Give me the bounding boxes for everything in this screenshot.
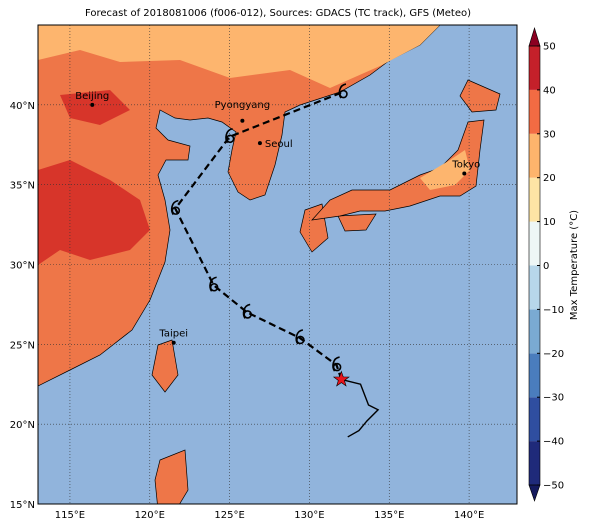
colorbar-tick-label: 20 (543, 173, 556, 184)
lon-tick-label: 140°E (454, 510, 484, 521)
colorbar-band (529, 441, 540, 485)
colorbar-extend-low (528, 484, 541, 502)
colorbar-tick-label: 30 (543, 129, 556, 140)
colorbar-tick-label: 10 (543, 217, 556, 228)
current-position (332, 370, 350, 387)
colorbar-band (529, 177, 540, 222)
colorbar-band (529, 221, 540, 266)
colorbar-extend-high (528, 26, 541, 47)
city-dot (171, 340, 176, 345)
lon-tick-label: 115°E (55, 510, 85, 521)
lat-tick-label: 40°N (10, 101, 35, 112)
colorbar-tick-label: −50 (543, 481, 564, 492)
city-label: Taipei (158, 329, 188, 340)
city-label: Pyongyang (215, 100, 270, 111)
colorbar-tick-label: 50 (543, 42, 556, 53)
storm-symbol (209, 276, 219, 292)
city-label: Seoul (265, 139, 293, 150)
lon-tick-label: 120°E (135, 510, 165, 521)
shikoku (337, 213, 377, 232)
city-label: Beijing (75, 91, 109, 102)
colorbar-tick-label: −20 (543, 349, 564, 360)
storm-symbol (295, 329, 305, 345)
mainland (38, 25, 441, 387)
colorbar-tick-label: −10 (543, 305, 564, 316)
hokkaido (459, 79, 501, 113)
lat-tick-label: 25°N (10, 340, 35, 351)
colorbar-band (529, 353, 540, 398)
colorbar-tick-label: 0 (543, 261, 549, 272)
lat-tick-label: 30°N (10, 261, 35, 272)
map-title: Forecast of 2018081006 (f006-012), Sourc… (85, 8, 471, 19)
colorbar-tick-label: −40 (543, 437, 564, 448)
colorbar-band (529, 133, 540, 178)
city-dot (257, 141, 262, 146)
storm-symbol (338, 83, 348, 99)
hot-zone (38, 90, 150, 265)
city-dot (240, 118, 245, 123)
lat-tick-label: 20°N (10, 420, 35, 431)
colorbar-tick-label: −30 (543, 393, 564, 404)
colorbar-band (529, 397, 540, 442)
storm-symbol (225, 127, 235, 144)
lon-tick-label: 135°E (374, 510, 404, 521)
city-dot (90, 102, 95, 107)
lon-tick-label: 130°E (294, 510, 324, 521)
colorbar-label: Max Temperature (°C) (569, 210, 580, 320)
city-dot (462, 171, 467, 176)
colorbar-band (529, 265, 540, 310)
lat-tick-label: 15°N (10, 500, 35, 511)
forecast-track (174, 91, 344, 380)
colorbar-band (529, 46, 540, 90)
map-area (38, 25, 517, 504)
honshu-highland (420, 150, 470, 190)
past-track (341, 378, 380, 438)
storm-symbol (242, 303, 252, 319)
taiwan (151, 339, 179, 393)
colorbar-tick-label: 40 (543, 85, 556, 96)
map-frame (37, 24, 518, 505)
storm-symbol (332, 356, 342, 372)
honshu (311, 119, 485, 221)
warm-zone (38, 25, 440, 88)
lat-tick-label: 35°N (10, 181, 35, 192)
city-label: Tokyo (451, 159, 480, 170)
lon-tick-label: 125°E (214, 510, 244, 521)
layer: 115°E 120°E 125°E 130°E 135°E 140°E 15°N 20°N 25… (10, 25, 517, 521)
storm-symbol (170, 199, 181, 216)
colorbar-band (529, 309, 540, 354)
hainan (154, 449, 189, 504)
colorbar-band (529, 89, 540, 134)
